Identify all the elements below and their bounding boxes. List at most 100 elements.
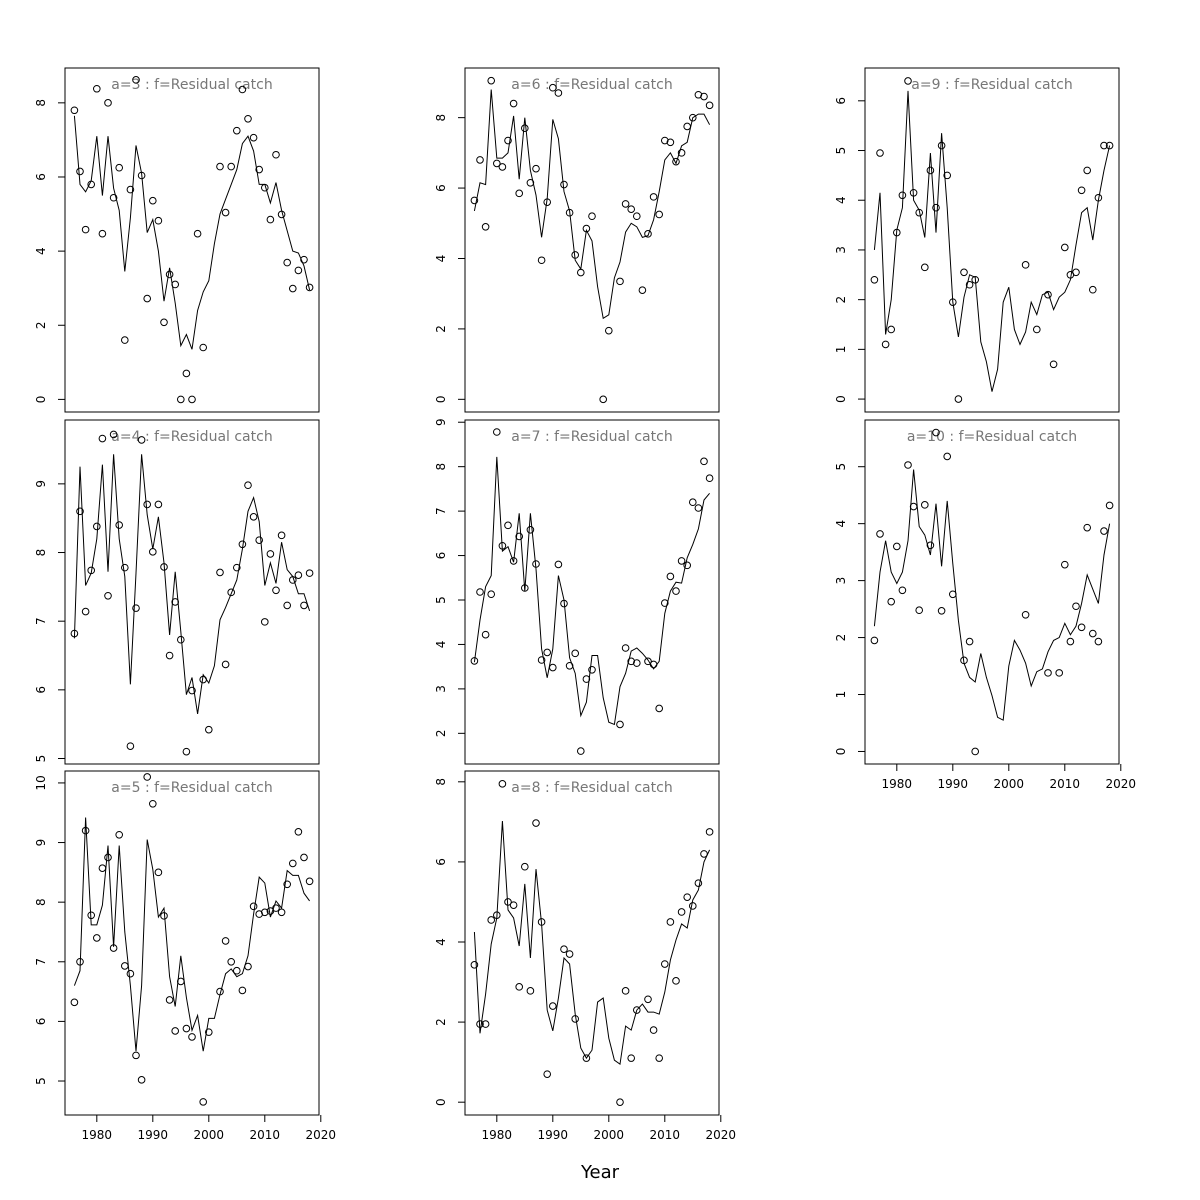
y-tick-label: 2 — [834, 296, 848, 304]
observed-point — [305, 569, 314, 577]
observed-point — [515, 189, 524, 198]
observed-point — [294, 828, 303, 836]
observed-point — [921, 263, 929, 272]
observed-point — [300, 601, 308, 610]
y-tick-label: 1 — [834, 346, 848, 354]
observed-point — [227, 162, 235, 171]
observed-point — [1021, 261, 1030, 269]
observed-point — [481, 222, 490, 231]
observed-point — [199, 1098, 207, 1106]
observed-point — [694, 879, 703, 887]
panel-title: a=7 : f=Residual catch — [511, 429, 672, 445]
observed-point — [960, 268, 968, 277]
y-tick-label: 6 — [34, 173, 48, 181]
observed-point — [965, 637, 974, 646]
observed-point — [616, 277, 624, 286]
observed-point — [932, 428, 940, 437]
observed-point — [1021, 610, 1030, 619]
y-tick-label: 4 — [834, 520, 848, 528]
observed-point — [204, 725, 213, 734]
observed-point — [504, 521, 512, 530]
observed-point — [132, 76, 140, 84]
observed-point — [560, 945, 568, 954]
observed-point — [1100, 141, 1108, 150]
observed-point — [937, 141, 946, 150]
observed-point — [904, 77, 912, 85]
y-tick-label: 4 — [434, 938, 448, 946]
observed-point — [655, 210, 663, 219]
observed-point — [115, 521, 124, 529]
observed-point — [660, 599, 669, 607]
observed-point — [632, 212, 641, 221]
y-tick-label: 4 — [34, 247, 48, 255]
x-tick-label: 1990 — [538, 1128, 569, 1142]
observed-point — [470, 657, 479, 665]
observed-point — [876, 530, 884, 538]
observed-point — [1055, 669, 1063, 677]
fitted-line — [73, 454, 311, 714]
observed-point — [1072, 268, 1080, 277]
observed-point — [616, 1098, 624, 1106]
observed-point — [672, 587, 680, 595]
observed-point — [143, 294, 152, 303]
observed-point — [943, 452, 952, 461]
observed-point — [688, 113, 697, 122]
observed-point — [870, 275, 879, 284]
observed-point — [588, 665, 596, 674]
observed-point — [537, 656, 546, 664]
observed-point — [188, 395, 196, 404]
observed-point — [537, 256, 546, 265]
observed-point — [504, 136, 512, 145]
observed-point — [277, 908, 286, 917]
observed-point — [660, 136, 669, 145]
y-tick-label: 2 — [834, 634, 848, 642]
observed-point — [487, 590, 496, 599]
y-tick-label: 0 — [434, 396, 448, 404]
y-tick-label: 6 — [834, 97, 848, 105]
y-tick-label: 5 — [434, 596, 448, 604]
observed-point — [549, 663, 557, 672]
observed-point — [604, 326, 613, 335]
observed-point — [132, 604, 140, 612]
observed-point — [149, 196, 157, 205]
observed-point — [238, 85, 247, 94]
panel-title: a=8 : f=Residual catch — [511, 780, 672, 796]
observed-point — [509, 557, 518, 565]
observed-point — [532, 819, 540, 827]
x-tick-label: 2010 — [250, 1128, 281, 1142]
observed-point — [283, 880, 291, 889]
y-tick-label: 7 — [34, 617, 48, 625]
observed-point — [182, 747, 191, 756]
observed-point — [683, 122, 691, 131]
y-tick-label: 8 — [434, 778, 448, 786]
observed-point — [481, 630, 490, 639]
observed-point — [487, 76, 496, 85]
y-tick-label: 0 — [834, 748, 848, 756]
y-tick-label: 6 — [34, 1018, 48, 1026]
observed-point — [300, 853, 308, 862]
observed-point — [543, 648, 552, 657]
observed-point — [255, 165, 263, 174]
x-tick-label: 2010 — [650, 1128, 681, 1142]
y-tick-label: 2 — [434, 730, 448, 738]
observed-point — [577, 268, 585, 277]
observed-point — [121, 962, 129, 970]
observed-point — [515, 983, 524, 991]
x-tick-label: 1990 — [938, 777, 969, 791]
observed-point — [644, 657, 652, 666]
observed-point — [543, 1070, 552, 1078]
y-tick-label: 6 — [434, 552, 448, 560]
observed-point — [705, 101, 714, 110]
observed-point — [549, 1002, 557, 1010]
observed-point — [126, 742, 135, 750]
observed-point — [221, 660, 230, 669]
y-tick-label: 8 — [34, 898, 48, 906]
fitted-line — [873, 90, 1111, 392]
x-tick-label: 1990 — [138, 1128, 169, 1142]
observed-point — [277, 531, 286, 540]
observed-point — [476, 588, 484, 596]
panel-title: a=4 : f=Residual catch — [111, 429, 272, 445]
observed-point — [887, 597, 896, 606]
observed-point — [288, 859, 297, 868]
observed-point — [705, 474, 714, 483]
